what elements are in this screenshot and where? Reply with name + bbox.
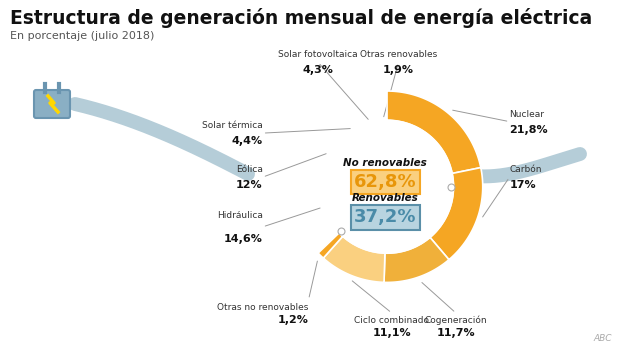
Polygon shape <box>363 124 383 154</box>
Text: Ciclo combinado: Ciclo combinado <box>354 316 429 325</box>
Text: Eólica: Eólica <box>236 165 263 174</box>
Text: Hidráulica: Hidráulica <box>217 211 263 220</box>
Polygon shape <box>318 233 343 258</box>
Text: 12%: 12% <box>236 180 263 190</box>
Text: ABC: ABC <box>593 334 612 343</box>
Polygon shape <box>324 137 365 181</box>
Text: 17%: 17% <box>510 180 536 190</box>
Polygon shape <box>324 177 362 231</box>
Text: No renovables: No renovables <box>343 158 427 168</box>
Text: Estructura de generación mensual de energía eléctrica: Estructura de generación mensual de ener… <box>10 8 592 28</box>
Text: Otras renovables: Otras renovables <box>360 51 437 59</box>
Polygon shape <box>348 128 374 159</box>
Text: Otras no renovables: Otras no renovables <box>217 303 309 312</box>
Text: Cogeneración: Cogeneración <box>425 316 487 325</box>
Polygon shape <box>379 123 387 152</box>
Text: 14,6%: 14,6% <box>224 233 263 244</box>
Polygon shape <box>387 91 480 173</box>
Text: 11,1%: 11,1% <box>373 328 411 338</box>
Polygon shape <box>348 128 374 159</box>
Polygon shape <box>430 168 483 260</box>
Polygon shape <box>324 177 362 231</box>
Text: 11,7%: 11,7% <box>436 328 476 338</box>
Polygon shape <box>324 137 365 181</box>
Text: 1,2%: 1,2% <box>278 315 309 325</box>
Polygon shape <box>363 124 383 154</box>
FancyBboxPatch shape <box>34 90 70 118</box>
Text: Nuclear: Nuclear <box>510 110 544 119</box>
Text: Carbón: Carbón <box>510 165 542 174</box>
Text: 4,4%: 4,4% <box>231 136 263 146</box>
Circle shape <box>352 152 422 222</box>
Text: Solar fotovoltaica: Solar fotovoltaica <box>278 51 358 59</box>
Text: 4,3%: 4,3% <box>303 65 334 75</box>
Text: 21,8%: 21,8% <box>510 125 548 134</box>
Text: En porcentaje (julio 2018): En porcentaje (julio 2018) <box>10 31 154 41</box>
Text: 37,2%: 37,2% <box>354 208 417 227</box>
Polygon shape <box>323 236 385 282</box>
Text: Solar térmica: Solar térmica <box>202 121 263 130</box>
Text: Renovables: Renovables <box>352 193 418 203</box>
Polygon shape <box>379 123 387 152</box>
Text: 1,9%: 1,9% <box>383 65 414 75</box>
Text: 62,8%: 62,8% <box>354 173 417 191</box>
Polygon shape <box>384 237 449 282</box>
Circle shape <box>321 120 454 253</box>
